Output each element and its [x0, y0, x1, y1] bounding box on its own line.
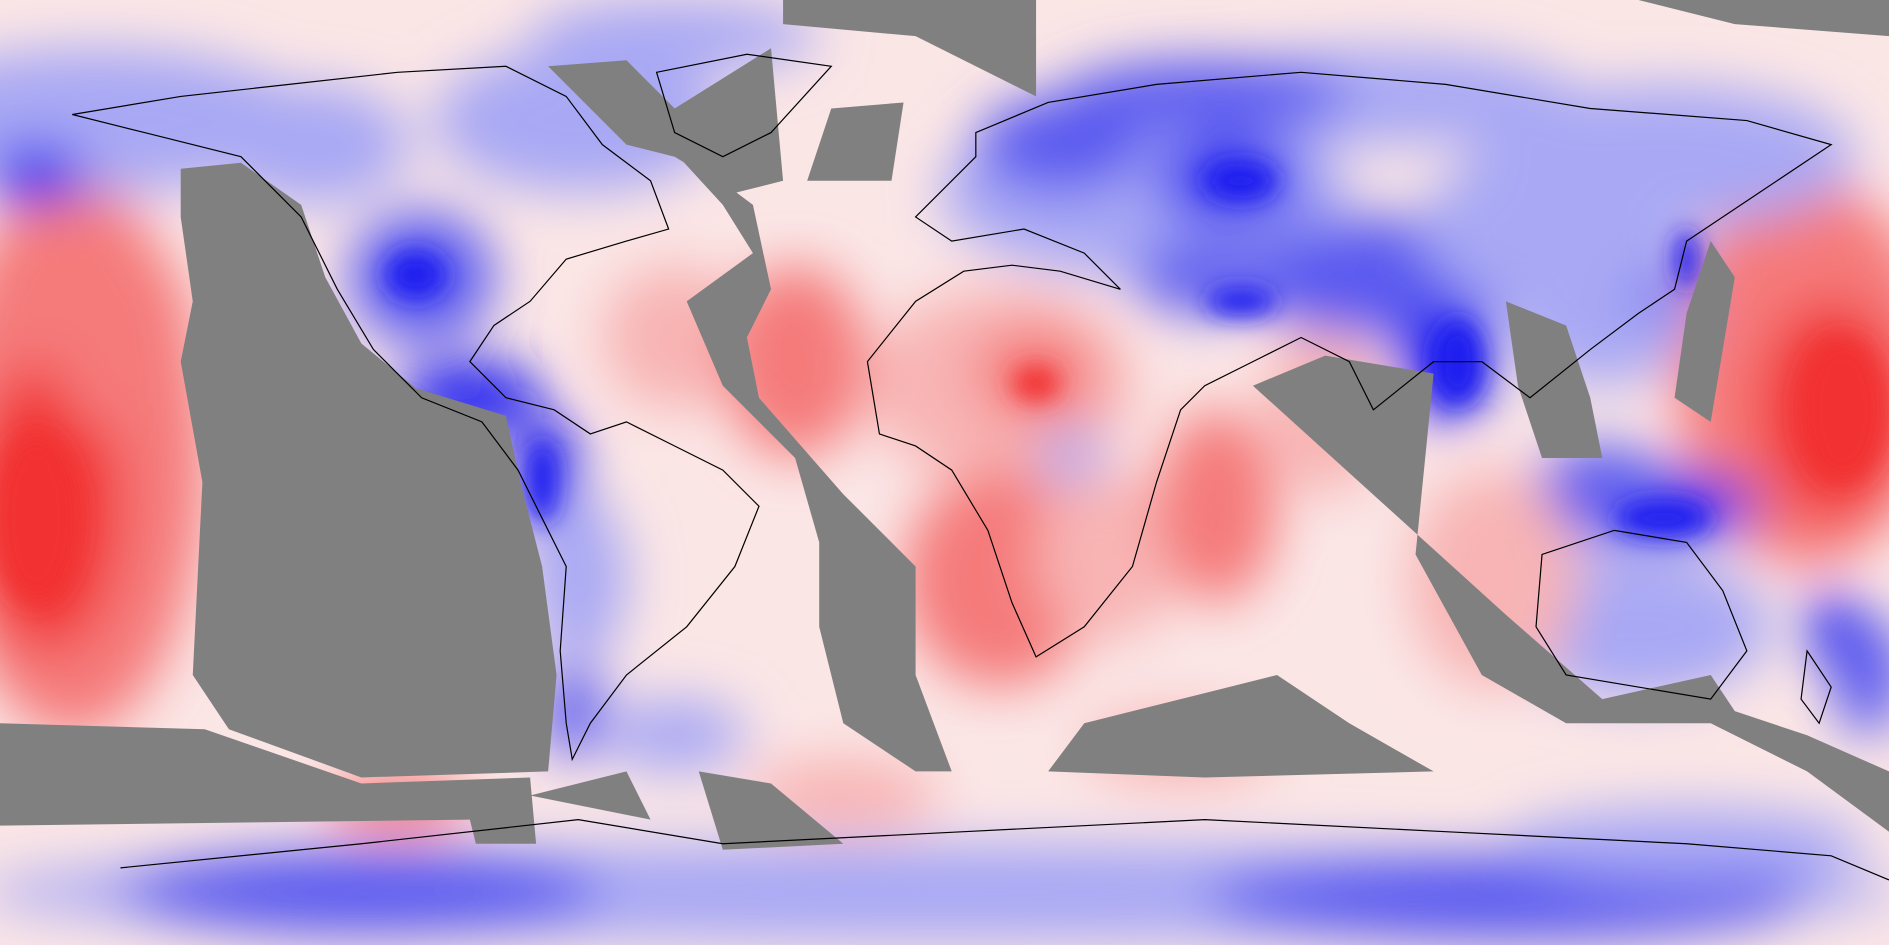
- anomaly-core: [1674, 229, 1699, 290]
- missing-data-region: [1674, 241, 1735, 422]
- anomaly-patch: [1042, 427, 1103, 489]
- missing-data-region: [548, 48, 784, 193]
- missing-data-region: [530, 771, 651, 820]
- coastline: [1535, 529, 1748, 700]
- missing-data-region: [180, 162, 557, 778]
- missing-data-region: [1252, 355, 1889, 832]
- coastline: [72, 65, 760, 762]
- anomaly-core: [1614, 500, 1711, 537]
- anomaly-patch: [1156, 409, 1278, 603]
- anomaly-patch: [1409, 470, 1579, 688]
- anomaly-core: [1204, 286, 1278, 316]
- anomaly-patch: [1807, 590, 1856, 663]
- anomaly-core: [1011, 365, 1061, 402]
- anomaly-patch: [602, 699, 747, 772]
- coastline: [1800, 649, 1832, 725]
- anomaly-patch: [48, 241, 193, 434]
- missing-data-region: [1048, 675, 1434, 778]
- missing-data-region: [0, 723, 537, 844]
- coastline: [866, 71, 1833, 658]
- anomaly-patch: [530, 0, 820, 73]
- missing-data: [0, 0, 1889, 850]
- anomaly-patch: [1036, 470, 1181, 639]
- anomaly-core: [1801, 337, 1886, 483]
- anomaly-patch: [530, 494, 627, 663]
- coastline: [655, 53, 833, 158]
- anomaly-patch: [1060, 60, 1350, 133]
- missing-data-region: [698, 771, 844, 850]
- anomaly-patch: [216, 84, 410, 205]
- anomaly-core: [0, 433, 79, 603]
- missing-data-region: [783, 0, 1037, 97]
- coastline: [120, 819, 1889, 881]
- anomaly-patch: [120, 849, 603, 935]
- anomaly-patch: [542, 662, 603, 760]
- anomaly-core: [527, 439, 557, 525]
- missing-data-region: [807, 102, 904, 181]
- anomaly-cores: [0, 162, 1886, 603]
- anomaly-core: [385, 250, 446, 299]
- anomaly-patch: [0, 144, 85, 205]
- coastlines: [72, 53, 1889, 881]
- missing-data-region: [656, 132, 952, 772]
- anomaly-core: [1204, 162, 1278, 199]
- missing-data-region: [1638, 0, 1889, 37]
- missing-data-region: [1505, 301, 1603, 459]
